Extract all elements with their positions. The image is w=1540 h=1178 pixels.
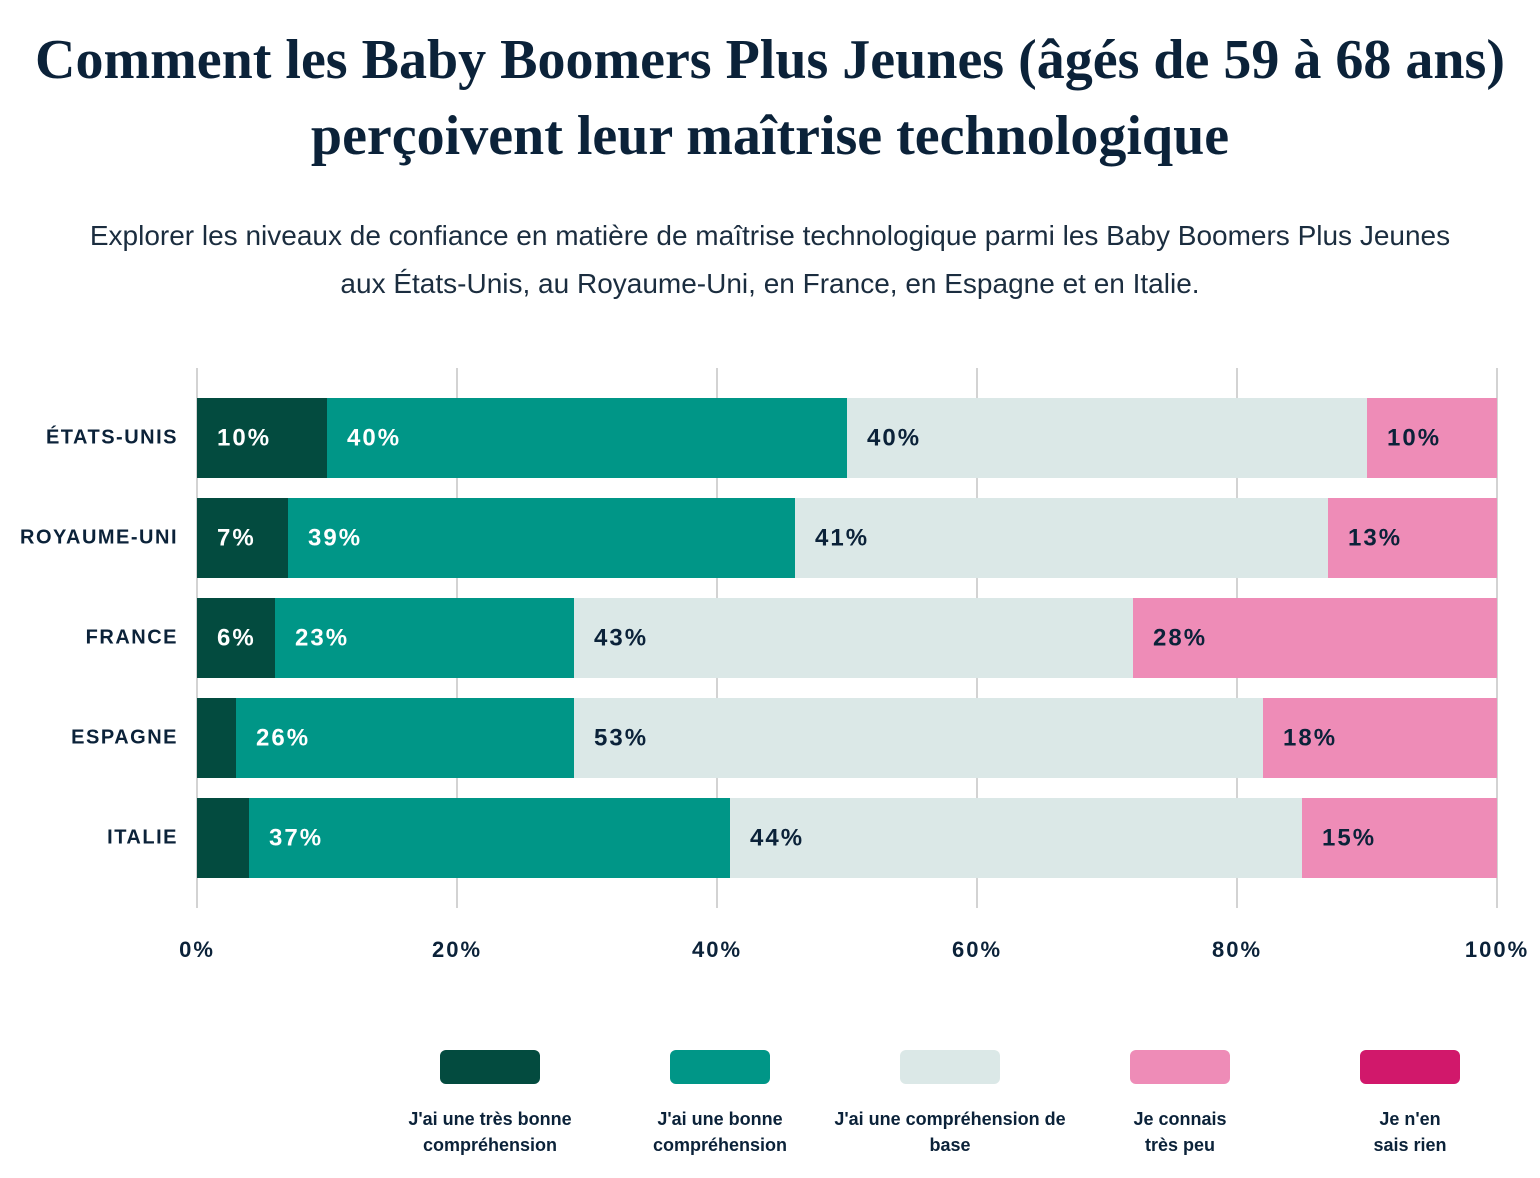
bar-segment (795, 498, 1328, 578)
y-tick-label: ÉTATS-UNIS (46, 425, 178, 448)
bar-segment (197, 398, 327, 478)
legend-item: Je n'en sais rien (1360, 1050, 1460, 1158)
bar-segment (1133, 598, 1497, 678)
legend-label: Je n'en sais rien (1373, 1109, 1447, 1155)
y-tick-label: ESPAGNE (71, 726, 178, 748)
data-label: 10% (1387, 424, 1441, 451)
legend-label: Je connais très peu (1133, 1109, 1227, 1155)
bar-segment (236, 698, 574, 778)
bar-segment (1367, 398, 1497, 478)
legend-label: J'ai une compréhension de base (834, 1109, 1066, 1155)
data-label: 23% (295, 624, 349, 651)
data-label: 13% (1348, 524, 1402, 551)
legend-item: J'ai une bonne compréhension (635, 1050, 805, 1158)
chart-title: Comment les Baby Boomers Plus Jeunes (âg… (35, 29, 1505, 167)
bar-segment (574, 698, 1263, 778)
bar-segment (847, 398, 1367, 478)
x-tick-label: 20% (432, 937, 482, 962)
bar-segment (197, 498, 288, 578)
legend-swatch (1360, 1050, 1460, 1084)
bar-segment (1328, 498, 1497, 578)
y-tick-label: FRANCE (86, 626, 178, 648)
x-tick-label: 100% (1465, 937, 1529, 962)
bar-segment (288, 498, 795, 578)
legend: J'ai une très bonne compréhension J'ai un… (0, 1050, 1540, 1170)
data-label: 26% (256, 724, 310, 751)
data-label: 39% (308, 524, 362, 551)
bar-segment (197, 698, 236, 778)
data-label: 40% (867, 424, 921, 451)
y-tick-label: ROYAUME-UNI (20, 526, 178, 548)
x-tick-label: 60% (952, 937, 1002, 962)
data-label: 6% (217, 624, 256, 651)
x-tick-label: 80% (1212, 937, 1262, 962)
data-label: 40% (347, 424, 401, 451)
bar-segment (197, 798, 249, 878)
x-tick-label: 0% (179, 937, 215, 962)
bar-segment (1263, 698, 1497, 778)
legend-item: Je connais très peu (1125, 1050, 1235, 1158)
data-label: 18% (1283, 724, 1337, 751)
data-label: 53% (594, 724, 648, 751)
y-tick-label: ITALIE (107, 826, 178, 848)
data-label: 44% (750, 824, 804, 851)
x-tick-label: 40% (692, 937, 742, 962)
legend-label: J'ai une très bonne compréhension (408, 1109, 572, 1155)
legend-swatch (670, 1050, 770, 1084)
legend-swatch (440, 1050, 540, 1084)
bar-segment (730, 798, 1302, 878)
bar-segment (275, 598, 574, 678)
legend-label: J'ai une bonne compréhension (652, 1109, 788, 1155)
legend-item: J'ai une très bonne compréhension (390, 1050, 590, 1158)
bar-segment (574, 598, 1133, 678)
data-label: 37% (269, 824, 323, 851)
data-label: 41% (815, 524, 869, 551)
chart: 0% 20% 40% 60% 80% 100% ÉTATS-UNIS 10% 40% 40% 10%… (20, 368, 1529, 962)
data-label: 10% (217, 424, 271, 451)
bar-segment (327, 398, 847, 478)
data-label: 43% (594, 624, 648, 651)
bar-segment (1302, 798, 1497, 878)
data-label: 7% (217, 524, 256, 551)
legend-swatch (1130, 1050, 1230, 1084)
data-label: 15% (1322, 824, 1376, 851)
bar-segment (197, 598, 275, 678)
data-label: 28% (1153, 624, 1207, 651)
legend-swatch (900, 1050, 1000, 1084)
legend-item: J'ai une compréhension de base (830, 1050, 1070, 1158)
chart-subtitle: Explorer les niveaux de confiance en mat… (89, 220, 1451, 299)
bar-segment (249, 798, 730, 878)
